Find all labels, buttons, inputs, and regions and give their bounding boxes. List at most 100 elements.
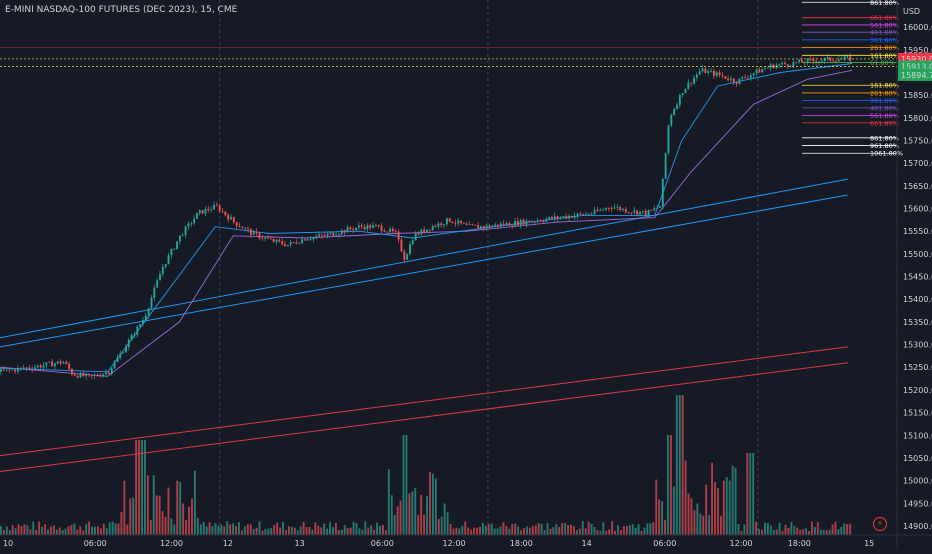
candle-body (616, 206, 619, 208)
candle-body (343, 230, 346, 233)
candle-body (724, 76, 727, 79)
candle-body (178, 235, 181, 242)
volume-bar (602, 522, 605, 535)
candle-body (414, 233, 417, 241)
volume-bar (617, 525, 619, 535)
volume-bar (14, 528, 17, 535)
candle-body (553, 216, 556, 219)
volume-bar (722, 480, 725, 535)
volume-bar (329, 522, 332, 535)
blue-ma-line (0, 194, 848, 348)
candle-body (792, 61, 795, 66)
volume-bar (120, 512, 123, 535)
price-tick-label: 14900.00 (903, 522, 932, 531)
candle-body (823, 58, 826, 61)
volume-bar (505, 526, 508, 535)
volume-bar (816, 522, 819, 535)
volume-bar (669, 435, 672, 535)
volume-bar (411, 491, 414, 535)
lightning-icon[interactable]: ⚡ (873, 517, 887, 531)
candle-body (730, 78, 732, 81)
volume-bar (452, 528, 455, 535)
volume-bar (646, 523, 649, 535)
candle-body (198, 210, 201, 213)
candle-body (536, 220, 539, 222)
volume-bar (502, 522, 505, 535)
volume-bar (276, 522, 279, 535)
candle-body (332, 232, 335, 236)
candle-body (559, 217, 562, 219)
candle-body (423, 229, 426, 233)
time-tick-label: 06:00 (84, 539, 107, 548)
price-tick-label: 15550.00 (903, 227, 932, 236)
volume-bar (334, 522, 337, 535)
price-tick-label: 15450.00 (903, 273, 932, 282)
candle-body (809, 58, 812, 60)
volume-bar (94, 526, 96, 535)
fib-level-label: 661.80% (870, 119, 899, 127)
volume-bar (584, 528, 587, 535)
candle-body (576, 213, 579, 216)
time-tick-label: 06:00 (653, 539, 676, 548)
candle-body (443, 224, 446, 226)
volume-bar (802, 529, 805, 535)
candle-body (596, 209, 599, 211)
volume-bar (143, 440, 146, 535)
candle-body (167, 255, 170, 264)
candle-body (292, 242, 295, 243)
candle-body (829, 57, 832, 61)
volume-bar (240, 530, 243, 535)
volume-bar (261, 530, 264, 535)
volume-bar (537, 523, 540, 535)
candle-body (627, 212, 630, 214)
red-ma-line (0, 346, 848, 457)
candle-body (758, 69, 761, 73)
volume-bar (487, 524, 490, 535)
candle-body (801, 59, 803, 63)
currency-label[interactable]: USD (903, 7, 921, 16)
candle-body (434, 226, 437, 227)
candle-body (653, 208, 656, 210)
fib-level-label: 1061.80% (870, 150, 903, 158)
volume-bar (352, 521, 355, 535)
volume-bar (781, 530, 784, 535)
volume-bar (846, 524, 849, 535)
volume-bar (35, 529, 38, 535)
volume-bar (528, 527, 531, 535)
volume-bar (82, 530, 85, 535)
volume-bar (58, 527, 61, 535)
candle-body (136, 326, 139, 335)
candle-body (488, 225, 491, 228)
price-tick-label: 15050.00 (903, 454, 932, 463)
volume-bar (226, 521, 229, 535)
candle-body (593, 209, 596, 214)
candle-body (534, 221, 536, 223)
candle-body (394, 231, 397, 232)
candle-body (261, 238, 264, 240)
volume-bar (8, 530, 11, 535)
volume-bar (38, 521, 41, 535)
volume-bar (320, 527, 323, 535)
candle-body (39, 365, 42, 368)
volume-bar (370, 525, 373, 535)
candle-body (25, 367, 28, 369)
candle-body (573, 215, 576, 218)
candle-body (349, 227, 352, 230)
candle-body (704, 68, 707, 74)
candle-body (582, 213, 585, 215)
candle-body (445, 218, 448, 225)
volume-bar (220, 524, 223, 535)
volume-bar (337, 530, 340, 535)
volume-bar (831, 524, 834, 535)
candle-body (477, 225, 480, 229)
volume-bar (96, 526, 99, 535)
candle-body (761, 69, 764, 73)
candle-body (326, 233, 329, 236)
candle-body (133, 334, 136, 336)
candle-body (85, 373, 88, 377)
candle-body (454, 222, 457, 224)
volume-bar (111, 521, 114, 535)
volume-bar (188, 506, 190, 535)
